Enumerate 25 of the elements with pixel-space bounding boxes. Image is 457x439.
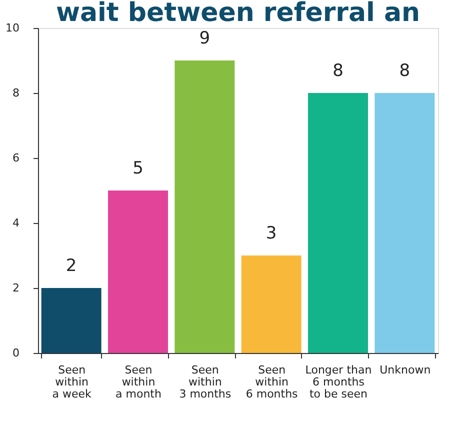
- bar: [174, 60, 235, 353]
- x-tick-label: Unknown: [380, 364, 431, 376]
- data-label: 2: [66, 256, 77, 276]
- y-tick-label: 10: [6, 22, 20, 34]
- bar: [241, 256, 302, 353]
- x-tick-label: Seen within a month: [116, 364, 162, 400]
- x-tick-label: Seen within a week: [52, 364, 92, 400]
- chart-title: wait between referral an: [56, 0, 420, 28]
- y-tick-label: 0: [12, 346, 20, 360]
- x-tick-label: Seen within 6 months: [246, 364, 298, 400]
- y-tick-label: 6: [12, 152, 20, 164]
- x-tick-label: Seen within 3 months: [179, 364, 232, 400]
- data-label: 3: [266, 224, 277, 244]
- y-tick-label: 8: [12, 86, 20, 100]
- y-tick-label: 4: [12, 216, 20, 230]
- y-tick-label: 2: [12, 282, 20, 294]
- data-label: 9: [199, 28, 210, 48]
- bar: [374, 93, 435, 353]
- data-label: 8: [332, 61, 344, 81]
- bar: [108, 190, 168, 353]
- bar: [41, 288, 102, 353]
- x-tick-label: Longer than 6 months to be seen: [305, 364, 372, 400]
- data-label: 8: [399, 61, 410, 81]
- data-label: 5: [132, 158, 144, 178]
- bar: [308, 93, 368, 353]
